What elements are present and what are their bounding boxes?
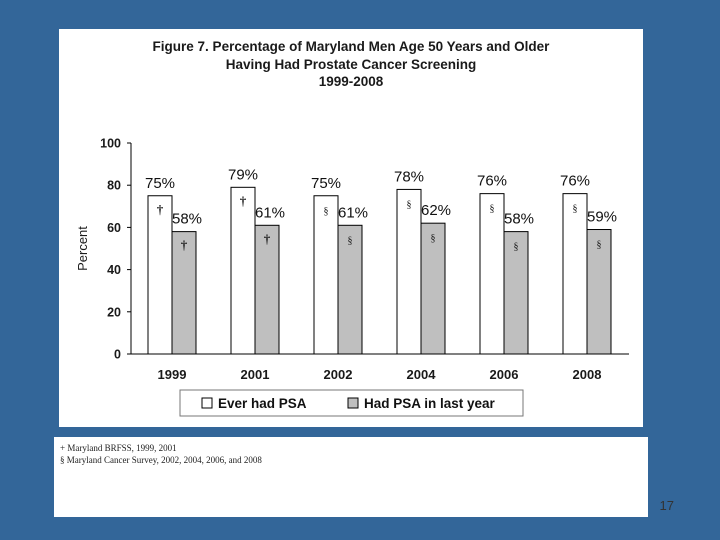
bar-ever-psa bbox=[396, 188, 422, 355]
data-label-psa-last-year: 58% bbox=[504, 211, 534, 228]
legend-swatch-psa-last-year bbox=[347, 397, 359, 409]
footnote-brfss: + Maryland BRFSS, 1999, 2001 bbox=[60, 443, 177, 453]
x-category-label: 2008 bbox=[573, 367, 602, 382]
bar-ever-psa bbox=[147, 195, 173, 355]
bar-ever-psa bbox=[313, 195, 339, 355]
data-label-ever-psa: 78% bbox=[394, 168, 424, 185]
legend-label-ever-psa: Ever had PSA bbox=[218, 396, 307, 411]
x-category-label: 2006 bbox=[490, 367, 519, 382]
footnote-mcs: § Maryland Cancer Survey, 2002, 2004, 20… bbox=[60, 455, 262, 465]
source-marker: † bbox=[181, 238, 188, 253]
data-label-psa-last-year: 59% bbox=[587, 209, 617, 226]
y-tick-label: 80 bbox=[107, 179, 121, 193]
source-marker: † bbox=[157, 202, 164, 217]
source-marker: § bbox=[324, 206, 329, 217]
data-label-ever-psa: 76% bbox=[560, 173, 590, 190]
source-marker: § bbox=[407, 199, 412, 210]
y-axis-title: Percent bbox=[75, 226, 90, 271]
data-label-ever-psa: 79% bbox=[228, 166, 258, 183]
source-marker: § bbox=[514, 242, 519, 253]
bar-psa-last-year bbox=[254, 224, 280, 355]
footnote-panel: + Maryland BRFSS, 1999, 2001 § Maryland … bbox=[54, 437, 648, 517]
x-category-label: 2001 bbox=[241, 367, 270, 382]
bar-ever-psa bbox=[479, 193, 505, 355]
y-tick-label: 20 bbox=[107, 305, 121, 319]
source-marker: † bbox=[264, 231, 271, 246]
chart-title-line-2: Having Had Prostate Cancer Screening bbox=[225, 57, 477, 72]
bar-psa-last-year bbox=[420, 222, 446, 355]
bar-ever-psa bbox=[562, 193, 588, 355]
chart-title-line-3: 1999-2008 bbox=[318, 74, 384, 89]
data-label-psa-last-year: 61% bbox=[338, 204, 368, 221]
chart-title-line-1: Figure 7. Percentage of Maryland Men Age… bbox=[152, 39, 550, 54]
data-label-ever-psa: 75% bbox=[311, 175, 341, 192]
source-marker: § bbox=[490, 204, 495, 215]
source-marker: § bbox=[431, 233, 436, 244]
y-tick-label: 100 bbox=[100, 137, 121, 151]
source-marker: † bbox=[240, 193, 247, 208]
data-label-ever-psa: 75% bbox=[145, 175, 175, 192]
y-tick-label: 40 bbox=[107, 263, 121, 277]
bar-ever-psa bbox=[230, 186, 256, 355]
page-number: 17 bbox=[659, 498, 674, 513]
x-category-label: 2004 bbox=[407, 367, 437, 382]
source-marker: § bbox=[597, 240, 602, 251]
data-label-ever-psa: 76% bbox=[477, 173, 507, 190]
legend-label-psa-last-year: Had PSA in last year bbox=[364, 396, 496, 411]
data-label-psa-last-year: 62% bbox=[421, 202, 451, 219]
source-marker: § bbox=[348, 235, 353, 246]
data-label-psa-last-year: 58% bbox=[172, 211, 202, 228]
source-marker: § bbox=[573, 204, 578, 215]
data-label-psa-last-year: 61% bbox=[255, 204, 285, 221]
bar-chart: 0 20 40 60 80 100 Percent 75% † 58% † 1999 79% † 61% † 2… bbox=[75, 137, 629, 417]
x-category-label: 1999 bbox=[158, 367, 187, 382]
chart-panel: Figure 7. Percentage of Maryland Men Age… bbox=[59, 29, 643, 427]
y-tick-label: 0 bbox=[114, 348, 121, 362]
x-category-label: 2002 bbox=[324, 367, 353, 382]
y-tick-label: 60 bbox=[107, 221, 121, 235]
bar-psa-last-year bbox=[171, 231, 197, 355]
legend-swatch-ever-psa bbox=[201, 397, 213, 409]
